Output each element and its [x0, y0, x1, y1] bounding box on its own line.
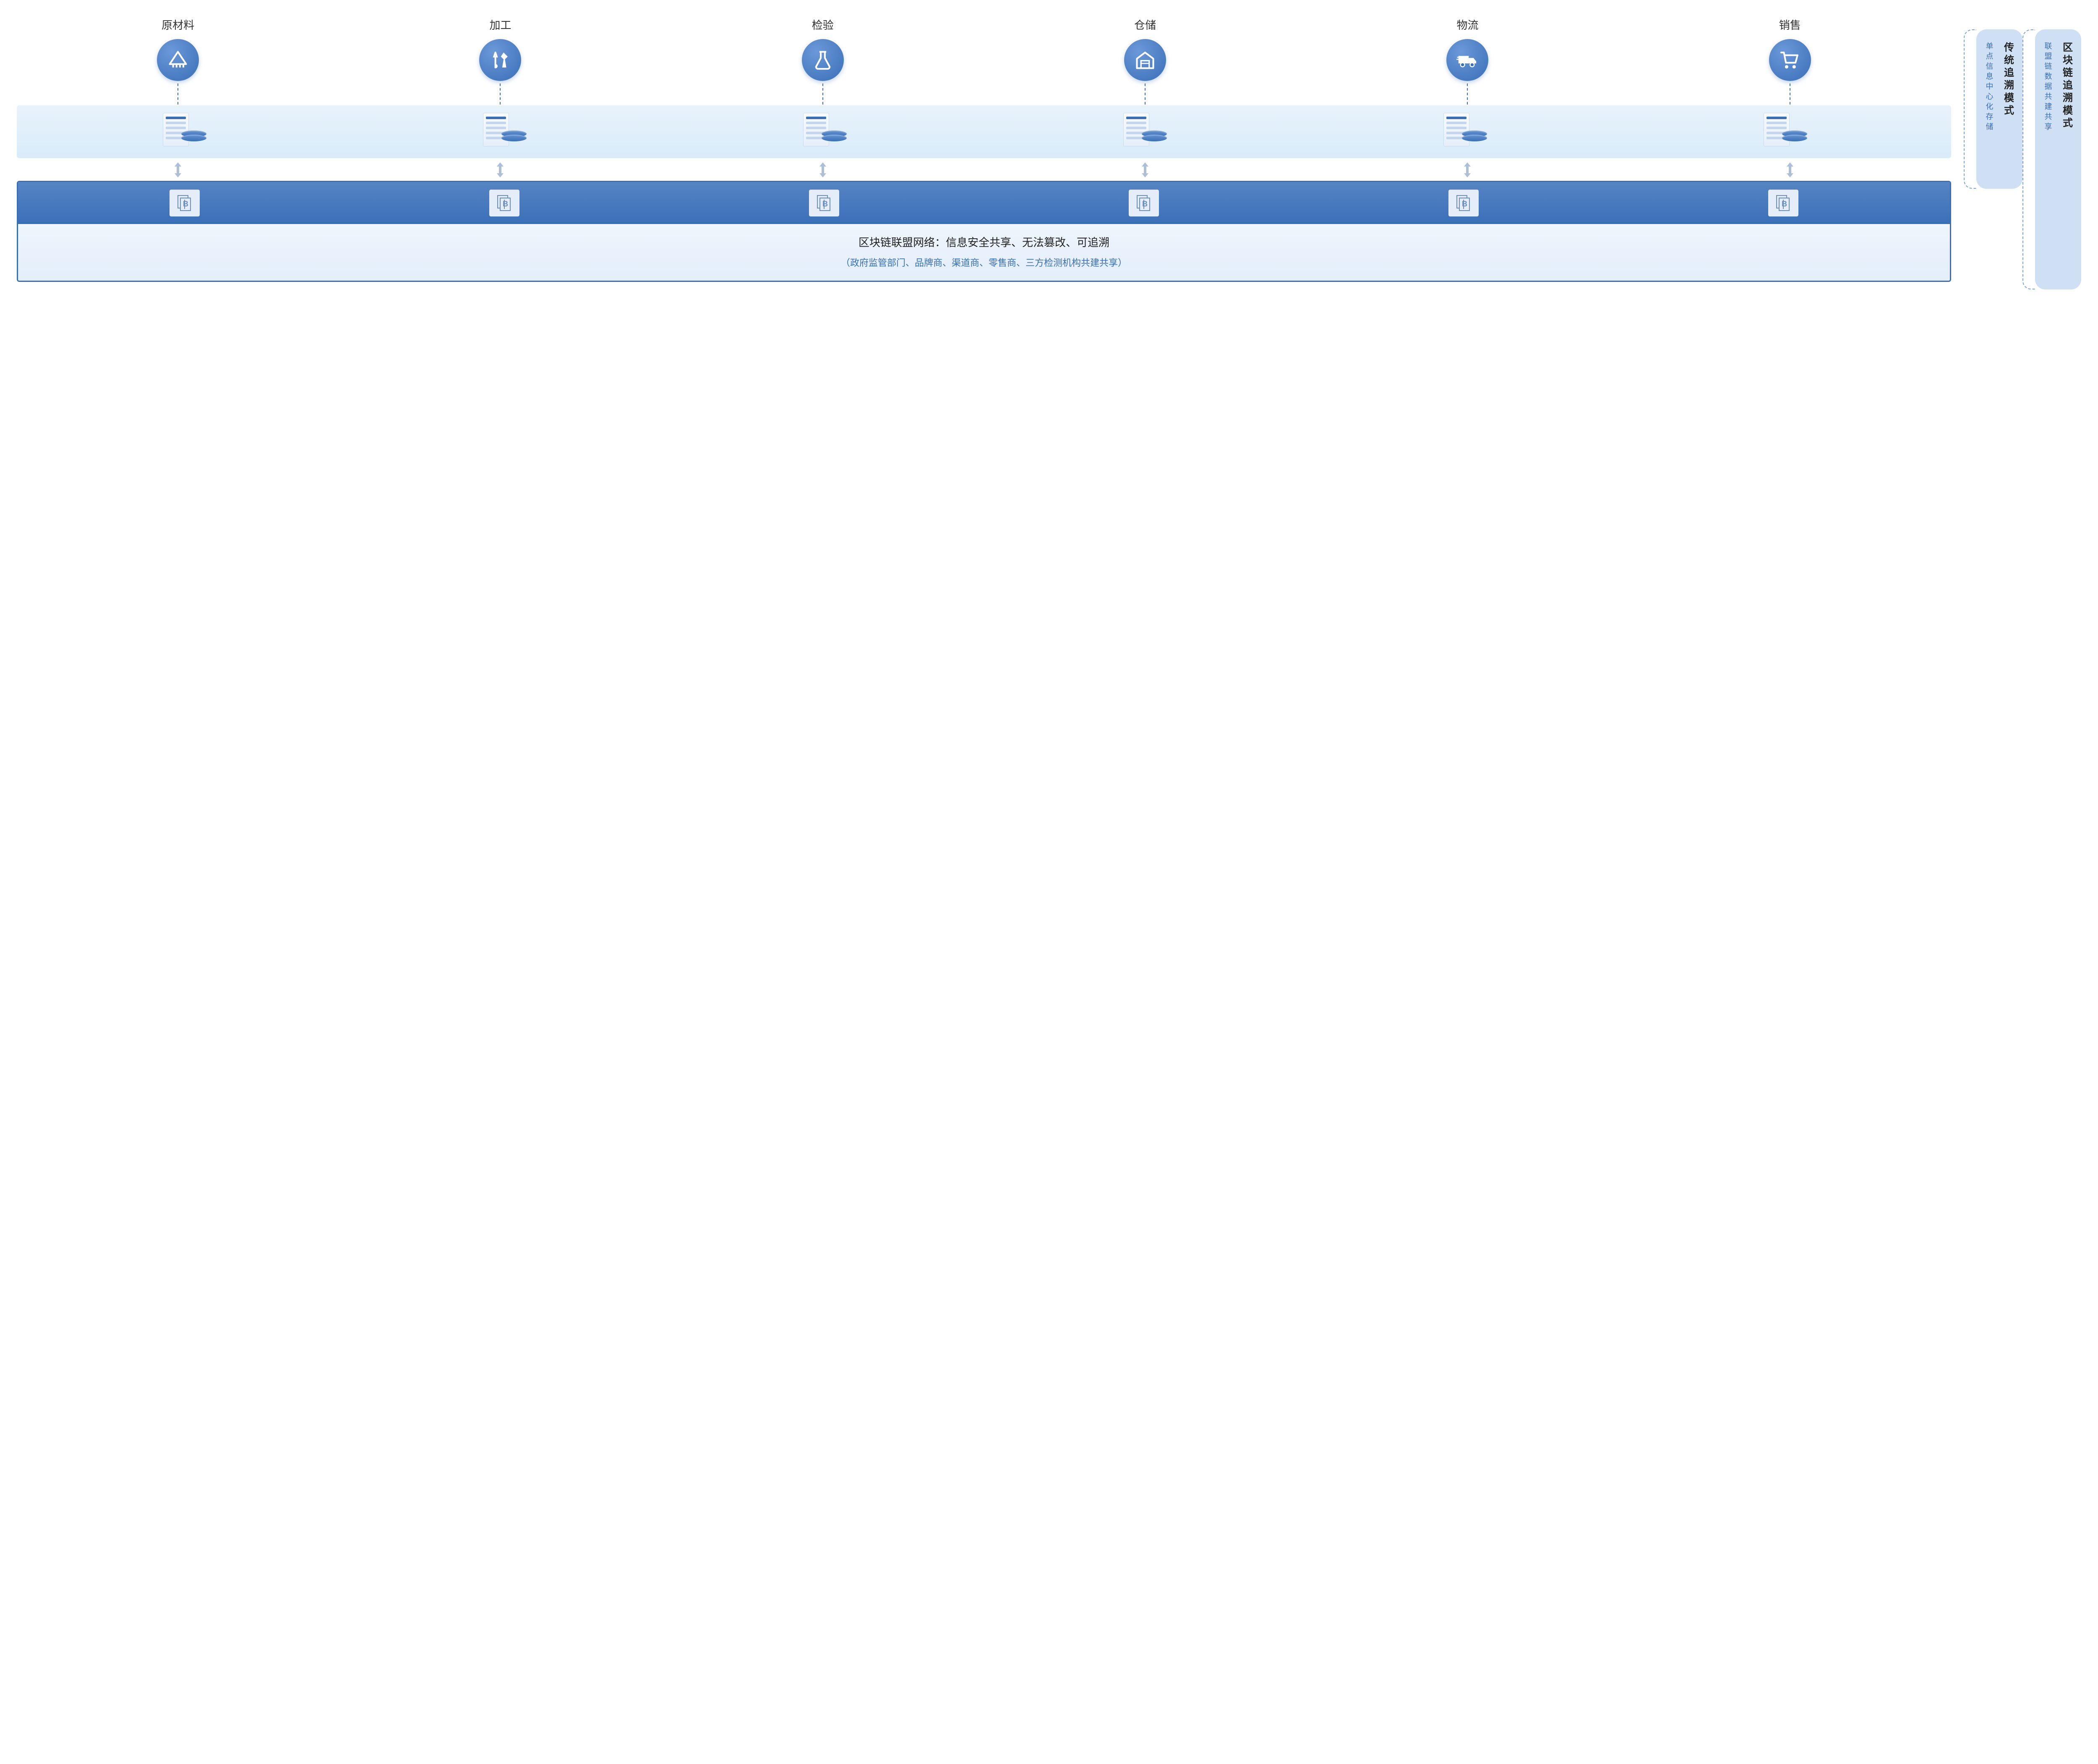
- server-db-icon: [163, 113, 205, 151]
- blockchain-node-icon: B: [1129, 190, 1159, 216]
- blockchain-node-icon: B: [1448, 190, 1479, 216]
- connector-line: [1145, 83, 1146, 104]
- main-diagram: 原材料 加工 检验 仓储 物流 销售 B B B B B B 区块链联盟网络：信息安全共享、无法篡改…: [17, 17, 1951, 282]
- blockchain-mode-title: 区块链追溯模式: [2059, 42, 2074, 277]
- stages-row: 原材料 加工 检验 仓储 物流 销售: [17, 17, 1951, 107]
- svg-text:B: B: [1462, 200, 1467, 208]
- connector-line: [822, 83, 823, 104]
- stage-flask: 检验: [798, 17, 848, 107]
- blockchain-mode-sub: 联盟链数据共建共享: [2043, 42, 2054, 277]
- bidirectional-arrow-icon: [1140, 162, 1150, 178]
- connector-line: [177, 83, 178, 104]
- bidirectional-arrow-icon: [495, 162, 505, 178]
- stage-warehouse: 仓储: [1120, 17, 1170, 107]
- traditional-mode-sub: 单点信息中心化存储: [1984, 42, 1995, 176]
- server-db-icon: [803, 113, 845, 151]
- stage-truck: 物流: [1442, 17, 1493, 107]
- flask-icon: [802, 39, 844, 81]
- blockchain-mode-box: 联盟链数据共建共享 区块链追溯模式: [2035, 29, 2081, 289]
- bracket-traditional: [1964, 29, 1976, 189]
- server-db-icon: [1123, 113, 1165, 151]
- bidirectional-arrow-icon: [818, 162, 828, 178]
- bidirectional-arrow-icon: [1785, 162, 1795, 178]
- blockchain-node-icon: B: [1768, 190, 1798, 216]
- stage-label: 加工: [489, 17, 511, 32]
- blockchain-node-icon: B: [170, 190, 200, 216]
- svg-text:B: B: [822, 200, 828, 208]
- truck-icon: [1446, 39, 1488, 81]
- blockchain-nodes-row: BBBBBB: [18, 182, 1950, 224]
- server-db-icon: [1443, 113, 1485, 151]
- tools-icon: [479, 39, 521, 81]
- stage-material: 原材料: [153, 17, 203, 107]
- svg-text:B: B: [183, 200, 188, 208]
- stage-label: 仓储: [1134, 17, 1156, 32]
- traditional-mode-box: 单点信息中心化存储 传统追溯模式: [1976, 29, 2022, 189]
- server-db-icon: [483, 113, 525, 151]
- bidirectional-arrow-icon: [173, 162, 183, 178]
- stage-tools: 加工: [475, 17, 525, 107]
- warehouse-icon: [1124, 39, 1166, 81]
- svg-text:B: B: [1142, 200, 1148, 208]
- material-icon: [157, 39, 199, 81]
- storage-band: [17, 105, 1951, 158]
- stage-label: 检验: [812, 17, 834, 32]
- mode-boxes: 单点信息中心化存储 传统追溯模式 联盟链数据共建共享 区块链追溯模式: [1976, 17, 2081, 289]
- blockchain-node-icon: B: [809, 190, 839, 216]
- stage-label: 原材料: [162, 17, 194, 32]
- server-db-icon: [1764, 113, 1806, 151]
- blockchain-subtitle: （政府监管部门、品牌商、渠道商、零售商、三方检测机构共建共享）: [26, 255, 1941, 269]
- connector-line: [500, 83, 501, 104]
- connector-line: [1467, 83, 1468, 104]
- arrows-row: [17, 162, 1951, 178]
- blockchain-node-icon: B: [489, 190, 519, 216]
- stage-label: 销售: [1779, 17, 1801, 32]
- blockchain-title: 区块链联盟网络：信息安全共享、无法篡改、可追溯: [26, 234, 1941, 250]
- blockchain-box: B B B B B B 区块链联盟网络：信息安全共享、无法篡改、可追溯 （政府监管部门、品…: [17, 181, 1951, 282]
- blockchain-description: 区块链联盟网络：信息安全共享、无法篡改、可追溯 （政府监管部门、品牌商、渠道商、…: [18, 224, 1950, 281]
- bidirectional-arrow-icon: [1462, 162, 1472, 178]
- svg-text:B: B: [503, 200, 508, 208]
- traditional-mode-title: 传统追溯模式: [2001, 42, 2015, 176]
- cart-icon: [1769, 39, 1811, 81]
- bracket-blockchain: [2022, 29, 2035, 289]
- stage-label: 物流: [1456, 17, 1478, 32]
- stage-cart: 销售: [1765, 17, 1815, 107]
- svg-text:B: B: [1782, 200, 1787, 208]
